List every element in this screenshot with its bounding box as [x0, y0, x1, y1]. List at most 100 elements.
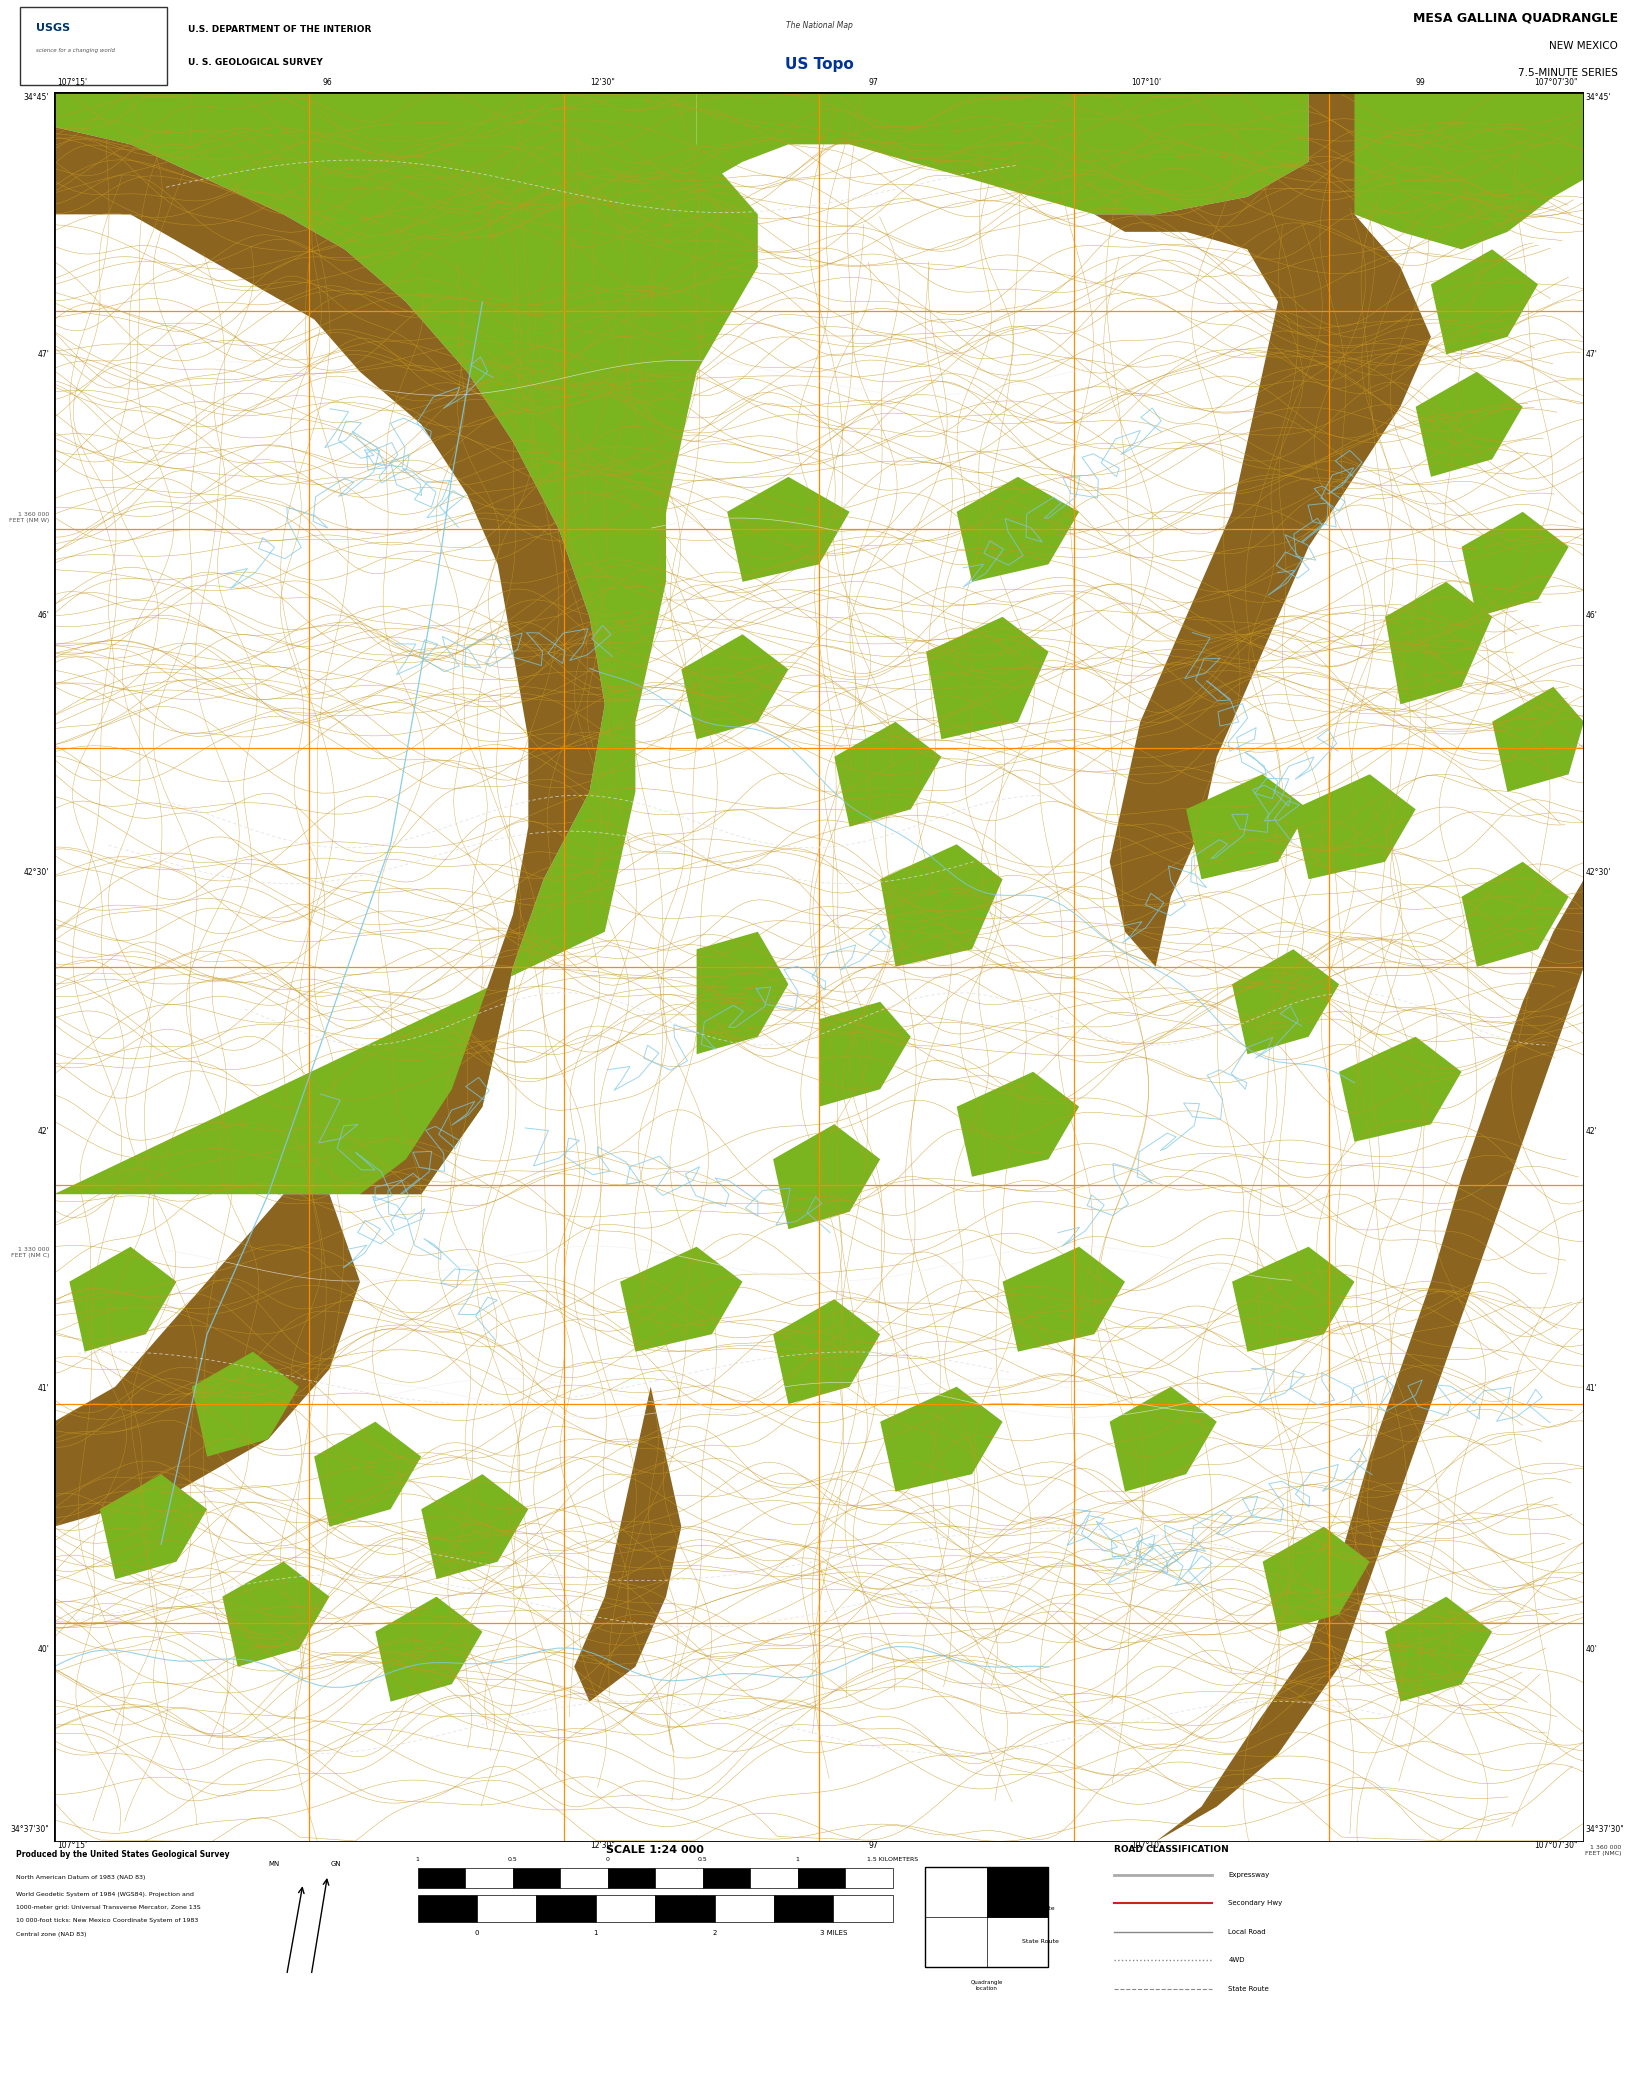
Bar: [834, 1896, 893, 1921]
Polygon shape: [773, 1299, 880, 1405]
Text: 47': 47': [38, 351, 49, 359]
Polygon shape: [727, 476, 850, 583]
Polygon shape: [1232, 1247, 1355, 1351]
Bar: [798, 1869, 845, 1888]
Text: 1: 1: [796, 1856, 799, 1862]
Polygon shape: [696, 92, 1309, 215]
Polygon shape: [192, 1351, 298, 1457]
Polygon shape: [1340, 1038, 1461, 1142]
Bar: [655, 1896, 714, 1921]
Text: World Geodetic System of 1984 (WGS84). Projection and: World Geodetic System of 1984 (WGS84). P…: [16, 1892, 195, 1896]
Text: ROAD CLASSIFICATION: ROAD CLASSIFICATION: [1114, 1846, 1228, 1854]
Text: 41': 41': [1586, 1384, 1597, 1393]
Text: 97: 97: [868, 77, 878, 88]
Bar: [560, 1869, 608, 1888]
Text: Central zone (NAD 83): Central zone (NAD 83): [16, 1931, 87, 1938]
Text: 107°10': 107°10': [1132, 1842, 1161, 1850]
Text: 46': 46': [38, 612, 49, 620]
Text: 10 000-foot ticks: New Mexico Coordinate System of 1983: 10 000-foot ticks: New Mexico Coordinate…: [16, 1919, 198, 1923]
Bar: [537, 1896, 596, 1921]
Text: 47': 47': [1586, 351, 1597, 359]
Text: 0: 0: [606, 1856, 609, 1862]
Bar: [513, 1869, 560, 1888]
Text: 46': 46': [1586, 612, 1597, 620]
Polygon shape: [696, 931, 788, 1054]
Polygon shape: [834, 722, 942, 827]
Polygon shape: [1263, 1526, 1369, 1631]
Polygon shape: [69, 1247, 177, 1351]
Text: 1: 1: [593, 1929, 598, 1936]
Bar: [477, 1896, 537, 1921]
Text: GN: GN: [331, 1860, 341, 1867]
Text: State Route: State Route: [1022, 1940, 1058, 1944]
Bar: [418, 1869, 465, 1888]
Text: 1 330 000
FEET (NM C): 1 330 000 FEET (NM C): [10, 1247, 49, 1259]
Text: 40': 40': [38, 1645, 49, 1654]
Polygon shape: [880, 844, 1002, 967]
Text: Quadrangle
location: Quadrangle location: [971, 1979, 1002, 1992]
Text: U.S. DEPARTMENT OF THE INTERIOR: U.S. DEPARTMENT OF THE INTERIOR: [188, 25, 372, 33]
Text: MESA GALLINA QUADRANGLE: MESA GALLINA QUADRANGLE: [1414, 13, 1618, 25]
Bar: [986, 1867, 1048, 1917]
Text: 1000-meter grid: Universal Transverse Mercator, Zone 13S: 1000-meter grid: Universal Transverse Me…: [16, 1904, 201, 1911]
Text: 40': 40': [1586, 1645, 1597, 1654]
Text: North American Datum of 1983 (NAD 83): North American Datum of 1983 (NAD 83): [16, 1875, 146, 1879]
Polygon shape: [1461, 862, 1569, 967]
Text: US Topo: US Topo: [785, 56, 853, 71]
Polygon shape: [1415, 372, 1523, 476]
Text: The National Map: The National Map: [786, 21, 852, 29]
Text: 34°37'30": 34°37'30": [10, 1825, 49, 1835]
Text: 1 360 000
FEET (NM W): 1 360 000 FEET (NM W): [8, 512, 49, 524]
Text: 4WD: 4WD: [1228, 1956, 1245, 1963]
Text: 96: 96: [323, 77, 333, 88]
Polygon shape: [1294, 775, 1415, 879]
Bar: [655, 1869, 703, 1888]
Bar: [465, 1869, 513, 1888]
Text: 42': 42': [38, 1128, 49, 1136]
Bar: [703, 1869, 750, 1888]
Text: 12'30": 12'30": [590, 1842, 616, 1850]
Polygon shape: [100, 1474, 206, 1579]
Polygon shape: [1386, 583, 1492, 704]
Text: MN: MN: [269, 1860, 278, 1867]
Bar: [596, 1896, 655, 1921]
Text: 2: 2: [713, 1929, 717, 1936]
Polygon shape: [1386, 1597, 1492, 1702]
Polygon shape: [925, 616, 1048, 739]
Polygon shape: [1232, 950, 1340, 1054]
Text: 1 360 000
FEET (NMC): 1 360 000 FEET (NMC): [1586, 1846, 1622, 1856]
Polygon shape: [575, 1386, 681, 1702]
Text: 107°07'30": 107°07'30": [1533, 77, 1577, 88]
Text: Local Road: Local Road: [1228, 1929, 1266, 1936]
Polygon shape: [223, 1562, 329, 1666]
Bar: [845, 1869, 893, 1888]
Text: 42°30': 42°30': [25, 869, 49, 877]
Polygon shape: [314, 1422, 421, 1526]
Bar: [608, 1869, 655, 1888]
Polygon shape: [1155, 879, 1584, 1842]
Polygon shape: [1094, 92, 1432, 967]
Polygon shape: [375, 1597, 483, 1702]
Polygon shape: [1186, 775, 1309, 879]
Polygon shape: [1461, 512, 1569, 616]
Text: SCALE 1:24 000: SCALE 1:24 000: [606, 1846, 704, 1854]
Text: US Route: US Route: [1025, 1906, 1055, 1911]
Text: 0.5: 0.5: [508, 1856, 518, 1862]
Text: 41': 41': [38, 1384, 49, 1393]
Text: 107°15': 107°15': [57, 1842, 87, 1850]
Bar: [925, 1867, 1048, 1967]
Polygon shape: [880, 1386, 1002, 1491]
Text: 3 MILES: 3 MILES: [819, 1929, 847, 1936]
Polygon shape: [54, 1194, 360, 1526]
Polygon shape: [681, 635, 788, 739]
Polygon shape: [1309, 92, 1584, 248]
Text: 34°45': 34°45': [1586, 92, 1612, 102]
Text: 0.5: 0.5: [698, 1856, 708, 1862]
Text: 7.5-MINUTE SERIES: 7.5-MINUTE SERIES: [1518, 69, 1618, 79]
Bar: [775, 1896, 834, 1921]
Text: 97: 97: [868, 1842, 878, 1850]
Text: Expressway: Expressway: [1228, 1873, 1269, 1877]
Text: 42': 42': [1586, 1128, 1597, 1136]
Polygon shape: [621, 1247, 742, 1351]
Text: 34°37'30": 34°37'30": [1586, 1825, 1625, 1835]
